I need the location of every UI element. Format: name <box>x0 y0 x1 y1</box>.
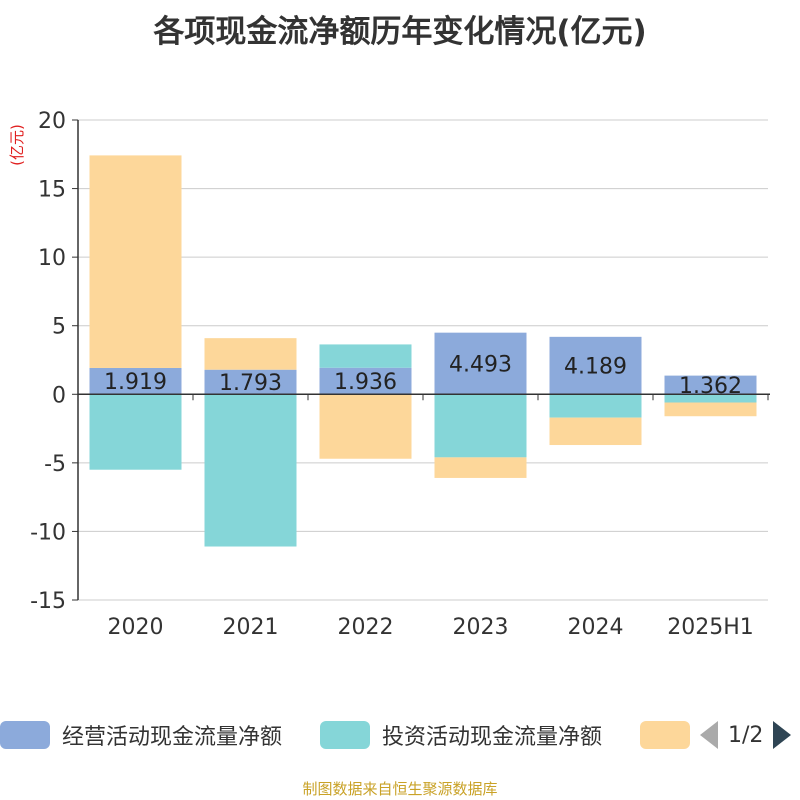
legend-item-operating[interactable]: 经营活动现金流量净额 <box>0 718 282 752</box>
data-label-2023: 4.493 <box>449 352 512 377</box>
bar-investing-2023 <box>434 394 527 458</box>
bars <box>89 155 757 547</box>
y-axis-unit-label: (亿元) <box>8 124 26 166</box>
data-label-2021: 1.793 <box>219 371 282 396</box>
legend-swatch-operating <box>0 721 50 749</box>
legend-prev-page-icon[interactable] <box>700 721 718 749</box>
data-label-2022: 1.936 <box>334 370 397 395</box>
bar-financing-2020 <box>89 155 182 368</box>
bar-investing-2020 <box>89 394 182 470</box>
x-tick-label-2025H1: 2025H1 <box>667 615 754 640</box>
data-label-2024: 4.189 <box>564 355 627 380</box>
data-labels: 1.919 1.793 1.936 4.493 4.189 1.362 <box>104 352 742 398</box>
y-tick-label: 15 <box>38 178 66 203</box>
y-tick-label: 0 <box>52 383 66 408</box>
data-label-2025H1: 1.362 <box>679 374 742 399</box>
bar-financing-2022 <box>319 394 412 459</box>
y-tick-label: 10 <box>38 246 66 271</box>
y-tick-label: -5 <box>44 452 66 477</box>
x-tick-label-2024: 2024 <box>568 615 624 640</box>
source-note: 制图数据来自恒生聚源数据库 <box>302 780 498 798</box>
bar-financing-2021 <box>204 338 297 370</box>
legend-swatch-financing <box>640 721 690 749</box>
bar-financing-2023 <box>434 457 527 478</box>
y-tick-label: -10 <box>30 520 66 545</box>
legend-label-investing: 投资活动现金流量净额 <box>382 725 603 750</box>
legend-pager: 1/2 <box>700 718 792 752</box>
legend-item-financing[interactable] <box>640 718 690 752</box>
x-tick-label-2021: 2021 <box>223 615 279 640</box>
legend-label-operating: 经营活动现金流量净额 <box>62 725 283 750</box>
y-tick-label: 20 <box>38 109 66 134</box>
bar-operating-2022 <box>319 367 412 395</box>
bar-investing-2024 <box>549 394 642 418</box>
y-tick-label: -15 <box>30 589 66 614</box>
bar-operating-2025H1 <box>664 375 757 395</box>
legend: 经营活动现金流量净额 投资活动现金流量净额 1/2 <box>0 718 800 752</box>
legend-next-page-icon[interactable] <box>773 721 792 749</box>
legend-item-investing[interactable]: 投资活动现金流量净额 <box>320 718 602 752</box>
bar-financing-2024 <box>549 417 642 446</box>
bar-financing-2025H1 <box>664 402 757 417</box>
x-tick-label-2023: 2023 <box>453 615 509 640</box>
bar-operating-2020 <box>89 367 182 395</box>
bar-investing-2025H1 <box>664 394 757 403</box>
data-label-2020: 1.919 <box>104 370 167 395</box>
x-tick-label-2022: 2022 <box>338 615 394 640</box>
bar-investing-2022 <box>319 344 412 368</box>
y-tick-label: 5 <box>52 315 66 340</box>
bar-operating-2021 <box>204 369 297 395</box>
legend-swatch-investing <box>320 721 370 749</box>
x-tick-label-2020: 2020 <box>108 615 164 640</box>
bar-operating-2024 <box>549 336 642 395</box>
bar-investing-2021 <box>204 394 297 547</box>
legend-page-indicator: 1/2 <box>728 722 764 748</box>
bar-operating-2023 <box>434 332 527 395</box>
grid-lines <box>78 119 768 601</box>
chart-title: 各项现金流净额历年变化情况(亿元) <box>153 14 647 50</box>
